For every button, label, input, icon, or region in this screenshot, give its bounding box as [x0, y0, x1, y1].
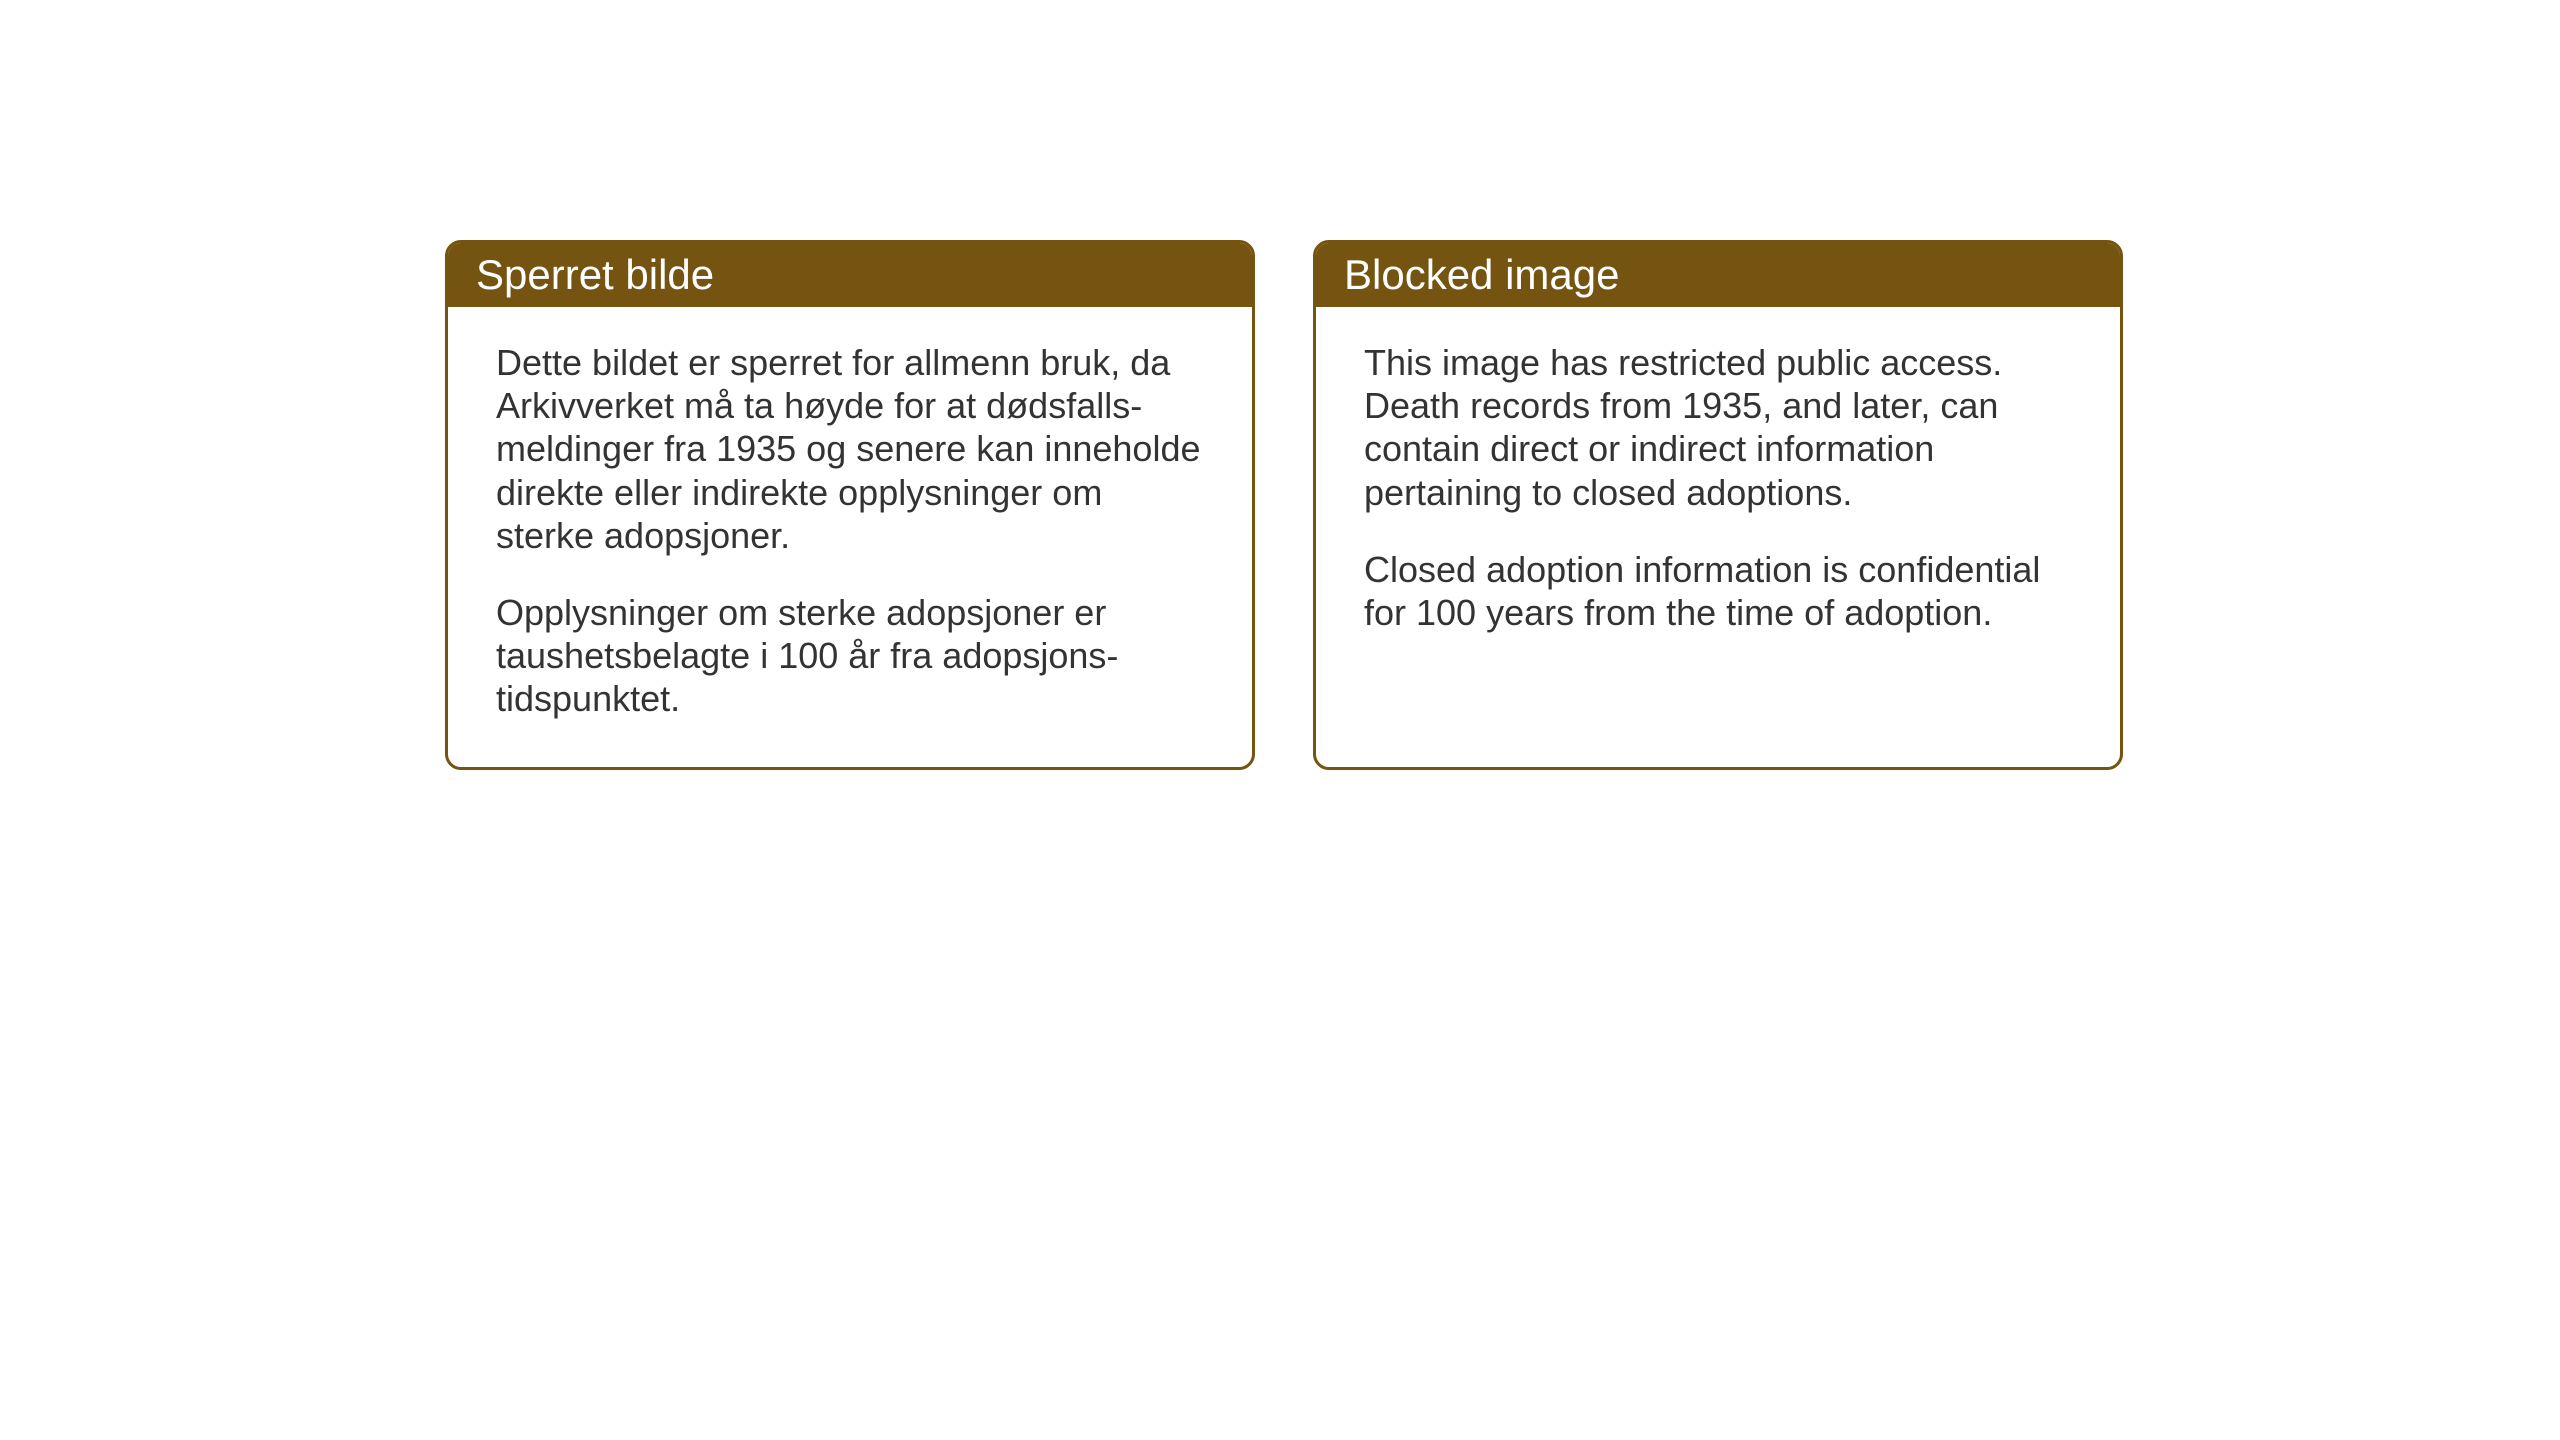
english-card-title: Blocked image: [1316, 243, 2120, 307]
norwegian-card-body: Dette bildet er sperret for allmenn bruk…: [448, 307, 1252, 767]
norwegian-card: Sperret bilde Dette bildet er sperret fo…: [445, 240, 1255, 770]
english-card-body: This image has restricted public access.…: [1316, 307, 2120, 680]
norwegian-paragraph-1: Dette bildet er sperret for allmenn bruk…: [496, 341, 1204, 557]
english-paragraph-2: Closed adoption information is confident…: [1364, 548, 2072, 634]
english-card: Blocked image This image has restricted …: [1313, 240, 2123, 770]
cards-container: Sperret bilde Dette bildet er sperret fo…: [445, 240, 2123, 770]
norwegian-paragraph-2: Opplysninger om sterke adopsjoner er tau…: [496, 591, 1204, 721]
english-paragraph-1: This image has restricted public access.…: [1364, 341, 2072, 514]
norwegian-card-title: Sperret bilde: [448, 243, 1252, 307]
